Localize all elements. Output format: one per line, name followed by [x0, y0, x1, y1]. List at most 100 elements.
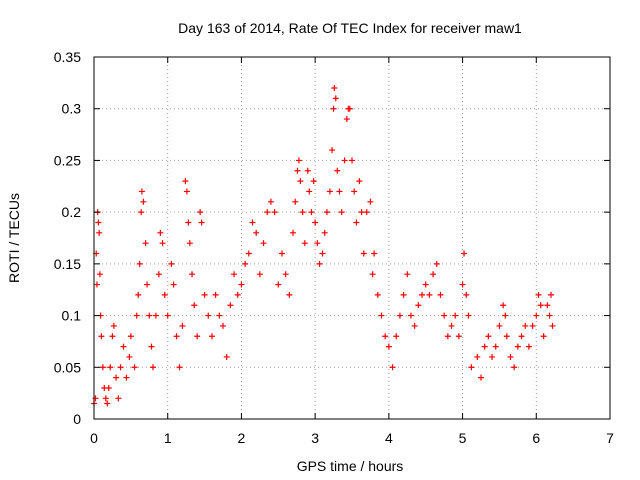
data-point	[396, 312, 403, 319]
data-point	[131, 364, 138, 371]
data-point	[367, 198, 374, 205]
data-point	[511, 364, 518, 371]
data-point	[533, 312, 540, 319]
x-axis-title: GPS time / hours	[297, 458, 404, 474]
data-point	[455, 333, 462, 340]
data-point	[185, 219, 192, 226]
data-point	[136, 260, 143, 267]
data-point	[152, 312, 159, 319]
data-point	[404, 271, 411, 278]
data-point	[474, 353, 481, 360]
data-point	[104, 400, 111, 407]
data-point	[138, 188, 145, 195]
y-axis-title: ROTI / TECUs	[6, 193, 22, 283]
data-point	[448, 322, 455, 329]
y-tick-label: 0.15	[54, 256, 81, 272]
data-point	[329, 147, 336, 154]
data-point	[549, 322, 556, 329]
data-point	[353, 219, 360, 226]
x-tick-label: 2	[238, 430, 246, 446]
data-point	[105, 384, 112, 391]
data-point	[212, 291, 219, 298]
data-point	[314, 240, 321, 247]
data-point	[374, 291, 381, 298]
data-point	[529, 322, 536, 329]
data-point	[496, 322, 503, 329]
data-point	[537, 302, 544, 309]
data-point	[535, 291, 542, 298]
data-point	[332, 95, 339, 102]
data-point	[264, 209, 271, 216]
data-point	[522, 322, 529, 329]
y-tick-label: 0.05	[54, 359, 81, 375]
data-point	[316, 260, 323, 267]
data-point	[159, 240, 166, 247]
data-point	[260, 240, 267, 247]
axis-ticks	[93, 56, 611, 420]
data-point	[441, 312, 448, 319]
data-point	[133, 312, 140, 319]
y-tick-label: 0.2	[62, 204, 82, 220]
data-point	[290, 229, 297, 236]
data-point	[157, 229, 164, 236]
data-point	[400, 291, 407, 298]
data-point	[525, 343, 532, 350]
data-point	[321, 229, 328, 236]
x-tick-labels: 0 1 2 3 4 5 6 7	[90, 430, 614, 446]
plot-frame	[93, 56, 611, 420]
data-point	[231, 271, 238, 278]
data-point	[346, 105, 353, 112]
data-point	[142, 240, 149, 247]
data-point	[326, 188, 333, 195]
data-point	[183, 188, 190, 195]
data-point	[452, 312, 459, 319]
data-point	[223, 353, 230, 360]
data-point	[343, 116, 350, 123]
data-point	[540, 333, 547, 340]
data-point	[502, 312, 509, 319]
data-point	[127, 333, 134, 340]
x-tick-label: 0	[90, 430, 98, 446]
y-tick-labels: 0 0.05 0.1 0.15 0.2 0.25 0.3 0.35	[54, 49, 81, 427]
data-point	[96, 229, 103, 236]
data-point	[249, 219, 256, 226]
data-point	[117, 364, 124, 371]
data-point	[253, 229, 260, 236]
data-point	[138, 209, 145, 216]
data-point	[492, 343, 499, 350]
data-point	[393, 333, 400, 340]
data-point	[411, 322, 418, 329]
y-tick-label: 0.25	[54, 152, 81, 168]
data-point	[242, 260, 249, 267]
data-point	[341, 157, 348, 164]
data-point	[485, 333, 492, 340]
data-point	[481, 343, 488, 350]
x-tick-label: 1	[164, 430, 172, 446]
data-point	[304, 167, 311, 174]
data-point	[419, 291, 426, 298]
x-tick-label: 6	[532, 430, 540, 446]
data-point	[433, 260, 440, 267]
data-point	[308, 209, 315, 216]
data-point	[115, 395, 122, 402]
data-point	[161, 291, 168, 298]
data-point	[186, 240, 193, 247]
data-point	[544, 302, 551, 309]
data-point	[430, 271, 437, 278]
data-point	[286, 291, 293, 298]
data-point	[407, 312, 414, 319]
data-point	[323, 209, 330, 216]
data-point	[107, 364, 114, 371]
data-point	[548, 291, 555, 298]
data-point	[146, 312, 153, 319]
data-point	[164, 312, 171, 319]
x-tick-label: 7	[606, 430, 614, 446]
data-point	[197, 209, 204, 216]
data-point	[349, 157, 355, 164]
data-point	[378, 312, 385, 319]
data-point	[382, 333, 389, 340]
x-tick-label: 3	[311, 430, 319, 446]
data-point	[478, 374, 484, 381]
data-point	[99, 364, 106, 371]
data-point	[465, 312, 472, 319]
